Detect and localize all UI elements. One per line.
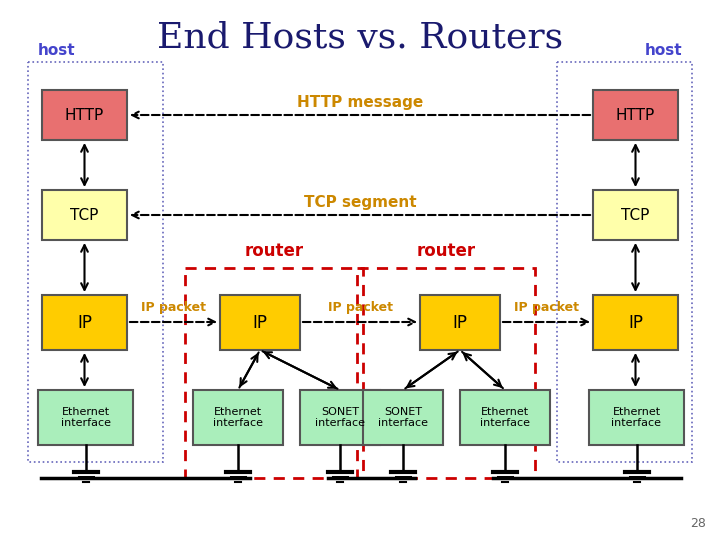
Bar <box>42 190 127 240</box>
Bar <box>220 295 300 350</box>
Text: SONET
interface: SONET interface <box>315 407 365 428</box>
Text: router: router <box>244 242 304 260</box>
Text: TCP segment: TCP segment <box>304 195 416 211</box>
Text: HTTP: HTTP <box>65 107 104 123</box>
Text: TCP: TCP <box>71 207 99 222</box>
Bar <box>593 295 678 350</box>
Bar <box>193 390 283 445</box>
Bar <box>593 190 678 240</box>
Bar <box>300 390 380 445</box>
Bar <box>593 90 678 140</box>
Text: IP: IP <box>452 314 467 332</box>
Text: Ethernet
interface: Ethernet interface <box>213 407 263 428</box>
Text: host: host <box>644 43 682 58</box>
Text: Ethernet
interface: Ethernet interface <box>60 407 110 428</box>
Bar <box>185 268 363 478</box>
Bar <box>42 90 127 140</box>
Text: IP: IP <box>77 314 92 332</box>
Bar <box>28 62 163 462</box>
Text: End Hosts vs. Routers: End Hosts vs. Routers <box>157 21 563 55</box>
Bar <box>357 268 535 478</box>
Bar <box>557 62 692 462</box>
Text: HTTP message: HTTP message <box>297 96 423 111</box>
Text: router: router <box>416 242 476 260</box>
Text: TCP: TCP <box>621 207 649 222</box>
Bar <box>420 295 500 350</box>
Text: Ethernet
interface: Ethernet interface <box>611 407 662 428</box>
Text: Ethernet
interface: Ethernet interface <box>480 407 530 428</box>
Text: IP packet: IP packet <box>328 301 392 314</box>
Bar <box>589 390 684 445</box>
Text: 28: 28 <box>690 517 706 530</box>
Bar <box>363 390 443 445</box>
Text: IP: IP <box>253 314 268 332</box>
Text: HTTP: HTTP <box>616 107 655 123</box>
Text: SONET
interface: SONET interface <box>378 407 428 428</box>
Bar <box>42 295 127 350</box>
Text: IP: IP <box>628 314 643 332</box>
Text: IP packet: IP packet <box>141 301 206 314</box>
Bar <box>38 390 133 445</box>
Bar <box>460 390 550 445</box>
Text: host: host <box>38 43 76 58</box>
Text: IP packet: IP packet <box>514 301 579 314</box>
